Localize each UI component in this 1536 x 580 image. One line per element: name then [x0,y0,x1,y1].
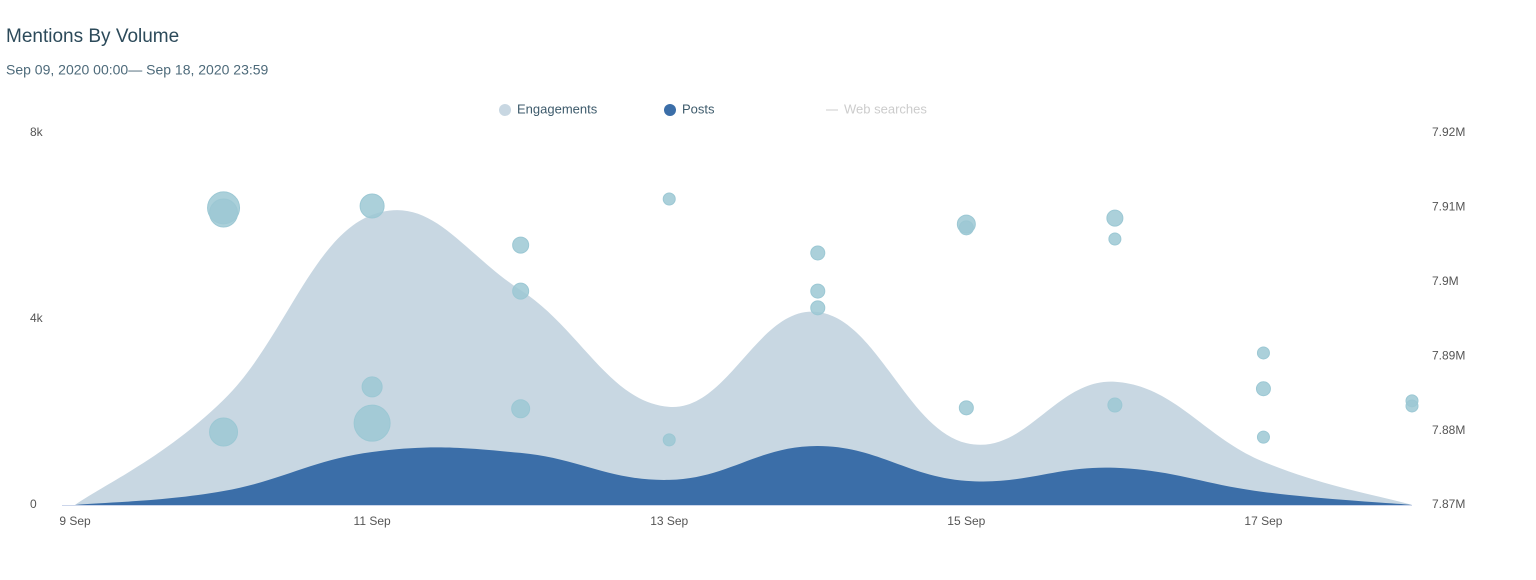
legend-label[interactable]: Web searches [844,101,927,116]
x-tick-label: 9 Sep [59,514,91,528]
bubble [662,433,676,447]
bubble [1255,381,1271,397]
bubble [1108,232,1122,246]
x-tick-label: 11 Sep [354,514,391,528]
plot [75,191,1419,506]
bubble [958,400,974,416]
bubble [359,193,385,219]
y2-tick-label: 7.92M [1432,125,1465,139]
bubble [353,404,391,442]
y2-tick-label: 7.9M [1432,274,1459,288]
bubble [662,192,676,206]
legend-label[interactable]: Posts [682,101,715,116]
area [75,445,1412,505]
bubble [1107,397,1123,413]
bubble [209,198,239,228]
bubble [209,417,239,447]
y2-tick-label: 7.89M [1432,348,1465,362]
bubble [810,300,826,316]
bubble [1256,430,1270,444]
x-tick-label: 13 Sep [650,514,688,528]
y-tick-label: 8k [30,125,44,139]
y2-tick-label: 7.91M [1432,200,1465,214]
y2-tick-label: 7.87M [1432,497,1465,511]
legend-marker [664,104,676,116]
bubble [512,282,530,300]
bubble [810,245,826,261]
x-tick-label: 17 Sep [1244,514,1282,528]
chart-title: Mentions By Volume [6,26,179,47]
bubble [958,220,974,236]
bubble [1106,209,1124,227]
bubble [512,236,530,254]
bubble [1405,399,1419,413]
bubble [361,376,383,398]
y-tick-label: 4k [30,311,44,325]
x-tick-label: 15 Sep [947,514,985,528]
chart-subtitle: Sep 09, 2020 00:00— Sep 18, 2020 23:59 [6,62,269,78]
y2-tick-label: 7.88M [1432,423,1465,437]
legend-label[interactable]: Engagements [517,101,598,116]
area [75,210,1412,506]
bubble [810,283,826,299]
legend-marker [499,104,511,116]
bubble [1256,346,1270,360]
bubble [511,399,531,419]
y-tick-label: 0 [30,497,37,511]
